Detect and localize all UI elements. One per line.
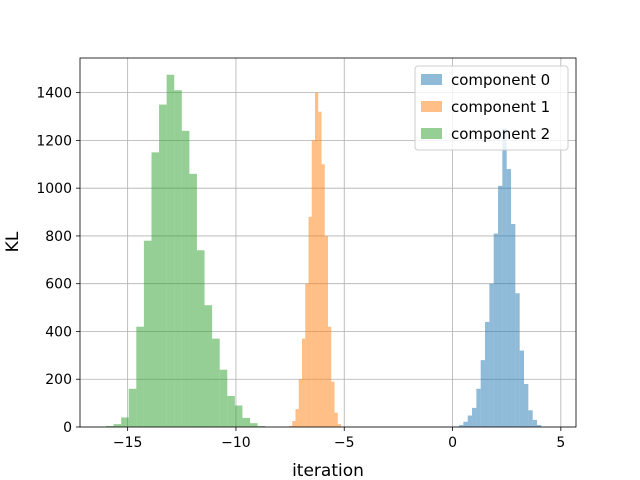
- series-1-bars: [289, 92, 341, 428]
- histogram-bar: [532, 419, 538, 427]
- histogram-bar: [219, 369, 228, 427]
- histogram-bar: [493, 233, 499, 427]
- histogram-bar: [143, 240, 152, 427]
- histogram-bar: [136, 326, 144, 427]
- histogram-bar: [292, 421, 296, 427]
- histogram-bar: [298, 379, 303, 427]
- histogram-bar: [308, 216, 312, 427]
- histogram-bar: [234, 405, 243, 427]
- legend-swatch: [421, 74, 442, 85]
- histogram-bar: [318, 111, 322, 428]
- histogram-bar: [121, 417, 129, 427]
- histogram-bar: [166, 74, 175, 427]
- histogram-bar: [324, 235, 328, 427]
- x-tick-label: −15: [113, 435, 143, 451]
- x-tick-label: −10: [221, 435, 251, 451]
- histogram-bar: [105, 426, 114, 427]
- histogram-bar: [113, 424, 122, 427]
- histogram-bar: [151, 152, 160, 427]
- x-axis-label: iteration: [292, 461, 364, 480]
- x-axis-ticks: −15 −10 −5 0 5: [113, 427, 565, 451]
- histogram-bar: [476, 388, 481, 427]
- histogram-bar: [257, 426, 266, 427]
- legend-label: component 2: [451, 125, 550, 143]
- histogram-bar: [227, 395, 235, 427]
- legend-box: [414, 65, 569, 151]
- legend-swatch: [421, 128, 442, 139]
- y-tick-label: 1200: [36, 133, 72, 149]
- histogram-bar: [196, 250, 205, 427]
- histogram-bar: [519, 350, 525, 427]
- histogram-bar: [334, 412, 338, 427]
- legend-label: component 1: [451, 98, 550, 116]
- histogram-bar: [311, 140, 316, 427]
- plot-frame: [79, 57, 577, 428]
- histogram-bar: [315, 92, 319, 427]
- x-tick-label: 0: [448, 435, 457, 451]
- legend-swatch: [421, 101, 442, 112]
- x-tick-label: −5: [334, 435, 355, 451]
- histogram-bar: [250, 423, 258, 427]
- histogram-bar: [295, 409, 299, 427]
- histogram-bar: [337, 424, 341, 427]
- histogram-bar: [328, 326, 332, 427]
- histogram-bar: [498, 185, 503, 427]
- histogram-bar: [524, 384, 529, 427]
- histogram-bar: [459, 425, 464, 427]
- histogram-bar: [463, 421, 468, 427]
- histogram-bar: [472, 407, 477, 427]
- histogram-bar: [242, 417, 251, 427]
- histogram-bar: [506, 169, 512, 427]
- histogram-bar: [305, 283, 309, 427]
- histogram-bar: [289, 426, 293, 427]
- histogram-bar: [321, 164, 325, 427]
- histogram-bar: [189, 173, 197, 427]
- histogram-bar: [528, 410, 533, 427]
- histogram-bar: [515, 293, 520, 427]
- histogram-bar: [489, 283, 494, 427]
- histogram-bar: [502, 128, 507, 428]
- histogram-bar: [467, 415, 473, 427]
- y-tick-label: 0: [63, 420, 72, 436]
- histogram-bar: [485, 321, 490, 427]
- histogram-bar: [174, 90, 182, 427]
- histogram-bar: [128, 388, 137, 427]
- y-tick-label: 600: [45, 277, 72, 293]
- histogram-bar: [212, 338, 220, 427]
- histogram-bar: [480, 360, 486, 427]
- y-tick-label: 1400: [36, 86, 72, 102]
- y-tick-label: 1000: [36, 181, 72, 197]
- y-tick-label: 800: [45, 229, 72, 245]
- y-axis-ticks: 0 200 400 600 800 1000 1200 1400: [36, 86, 80, 436]
- x-tick-label: 5: [556, 435, 565, 451]
- histogram-bar: [302, 338, 306, 427]
- y-tick-label: 200: [45, 372, 72, 388]
- histogram-bar: [331, 381, 335, 427]
- histogram-bar: [537, 425, 542, 427]
- legend: component 0 component 1 component 2: [414, 65, 569, 151]
- legend-label: component 0: [451, 71, 550, 89]
- histogram-bars: [105, 74, 542, 428]
- series-0-bars: [454, 128, 542, 428]
- histogram-bar: [511, 223, 516, 427]
- series-2-bars: [105, 74, 266, 427]
- histogram-bar: [181, 130, 190, 427]
- histogram-bar: [204, 305, 213, 427]
- y-tick-label: 400: [45, 324, 72, 340]
- y-axis-label: KL: [3, 231, 23, 252]
- histogram-bar: [159, 104, 167, 427]
